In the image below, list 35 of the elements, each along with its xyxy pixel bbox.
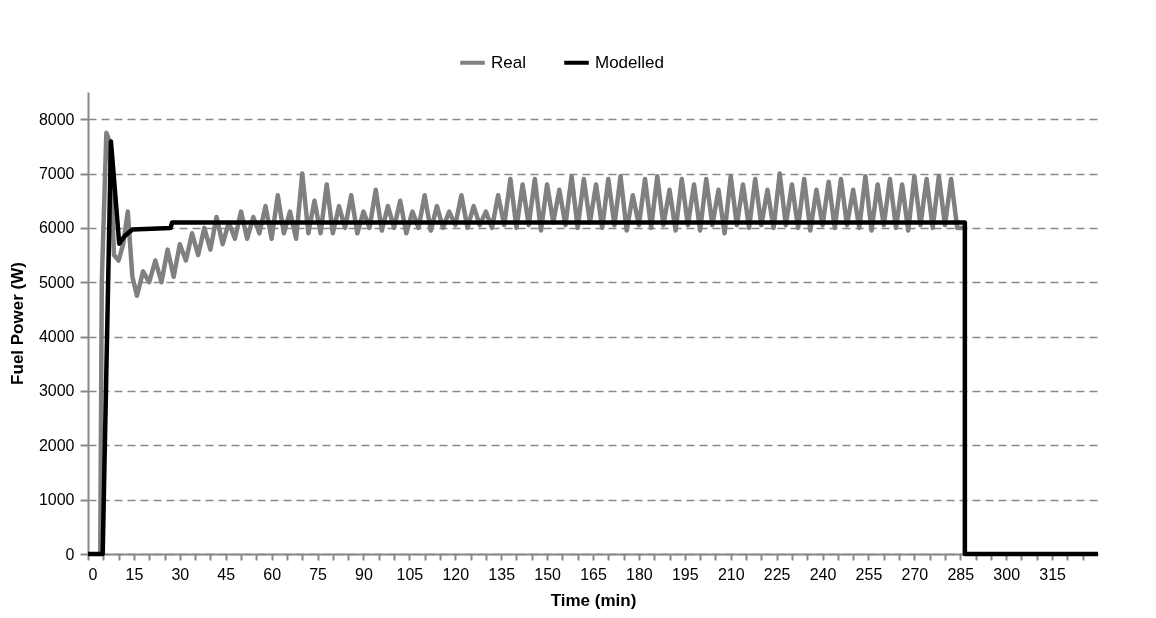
y-tick-label: 6000 — [38, 219, 75, 237]
x-tick-label: 150 — [534, 565, 562, 583]
x-tick-label: 300 — [993, 565, 1021, 583]
x-tick-label: 285 — [947, 565, 975, 583]
y-tick-label: 2000 — [38, 436, 75, 454]
x-axis-title: Time (min) — [550, 590, 637, 610]
y-tick-label: 3000 — [38, 382, 75, 400]
x-tick-label: 105 — [396, 565, 424, 583]
x-tick-label: 30 — [171, 565, 190, 583]
x-tick-label: 255 — [855, 565, 883, 583]
x-tick-label: 240 — [809, 565, 837, 583]
x-tick-label: 210 — [717, 565, 745, 583]
x-tick-label: 180 — [626, 565, 653, 583]
legend-label: Modelled — [595, 52, 664, 72]
x-tick-label: 75 — [309, 565, 328, 583]
x-tick-label: 45 — [217, 565, 236, 583]
x-tick-label: 195 — [671, 565, 699, 583]
x-tick-label: 165 — [580, 565, 607, 583]
y-tick-label: 4000 — [38, 328, 75, 346]
y-tick-label: 0 — [65, 545, 75, 563]
y-tick-label: 7000 — [38, 165, 75, 183]
x-tick-label: 60 — [263, 565, 282, 583]
x-tick-label: 270 — [901, 565, 929, 583]
x-tick-label: 120 — [442, 565, 470, 583]
x-tick-label: 315 — [1039, 565, 1067, 583]
x-tick-label: 135 — [488, 565, 516, 583]
x-tick-label: 0 — [88, 565, 98, 583]
x-tick-label: 15 — [125, 565, 144, 583]
y-tick-label: 5000 — [38, 273, 75, 291]
y-tick-label: 8000 — [38, 110, 75, 128]
x-tick-label: 90 — [355, 565, 373, 583]
x-tick-label: 225 — [763, 565, 791, 583]
y-axis-title: Fuel Power (W) — [7, 262, 27, 385]
y-tick-label: 1000 — [38, 491, 75, 509]
legend-label: Real — [491, 52, 526, 72]
